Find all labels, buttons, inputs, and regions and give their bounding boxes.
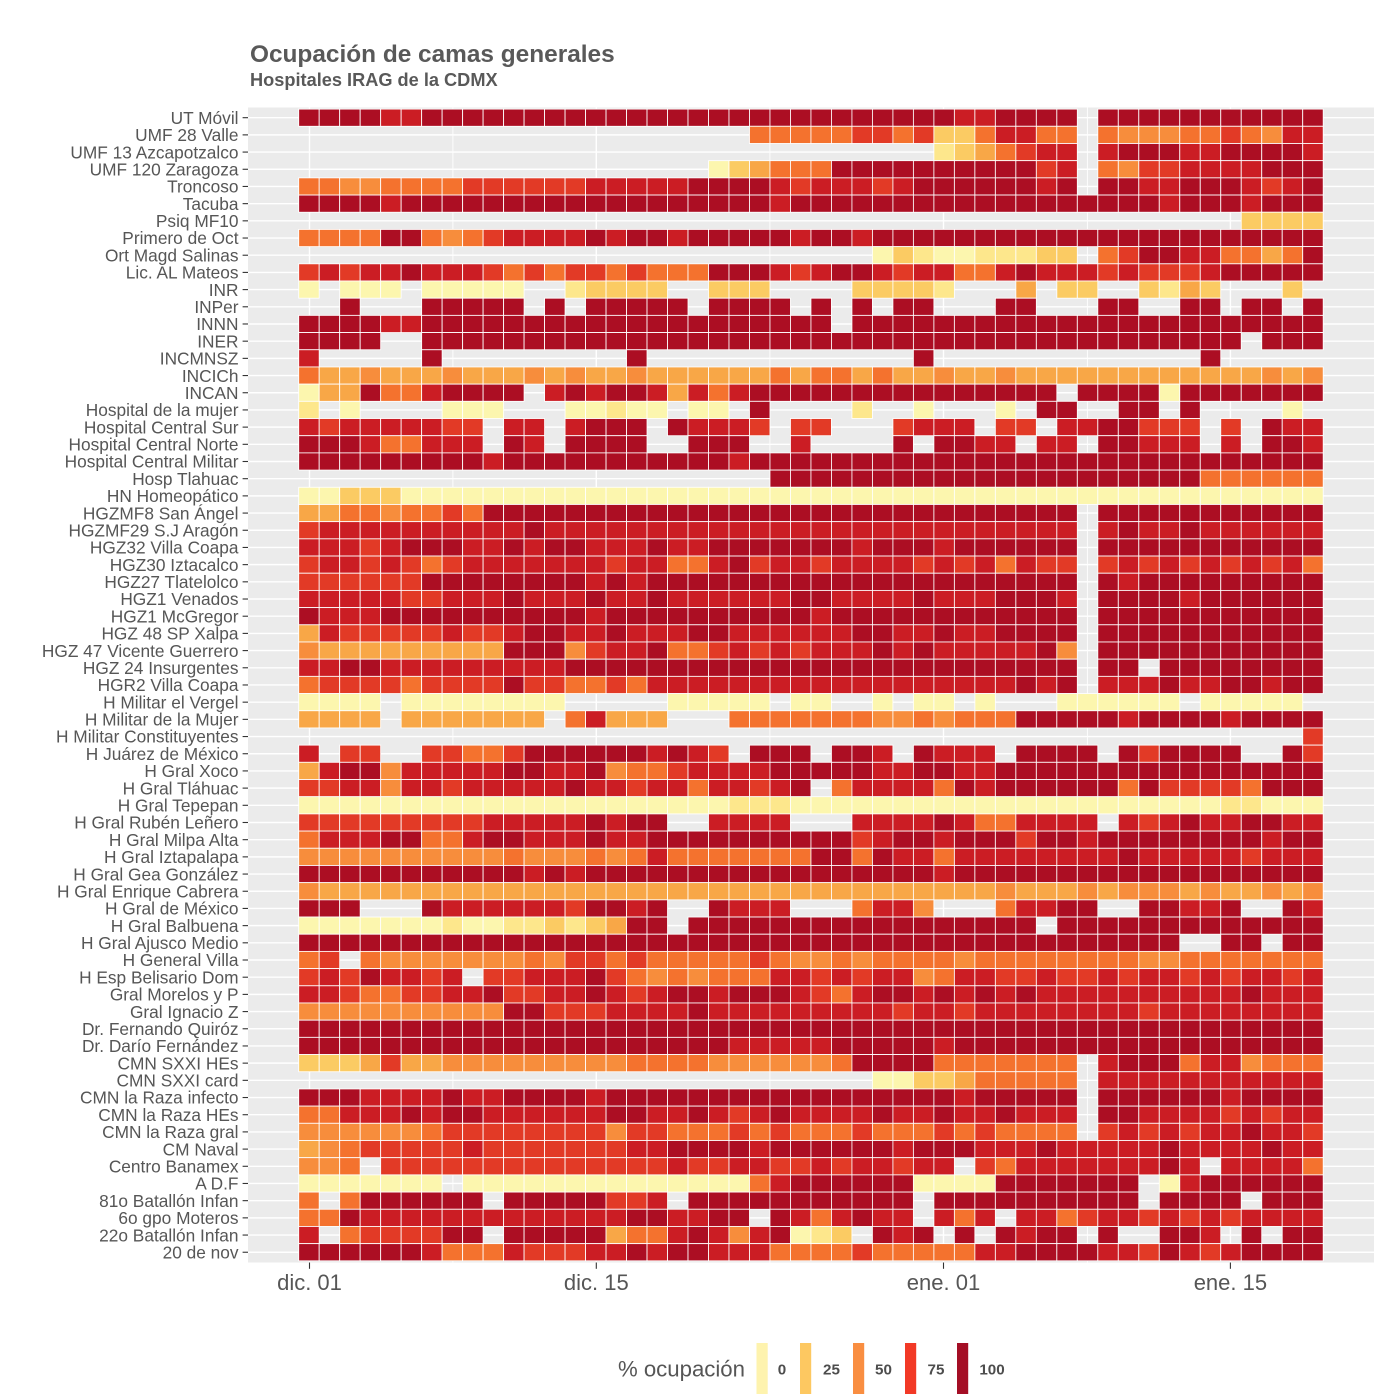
svg-text:Hospital de la mujer: Hospital de la mujer: [86, 400, 239, 420]
svg-text:ene. 01: ene. 01: [907, 1270, 980, 1295]
svg-text:H Gral Tepepan: H Gral Tepepan: [118, 796, 239, 816]
svg-text:HGZ 48 SP Xalpa: HGZ 48 SP Xalpa: [101, 624, 238, 644]
svg-text:INCMNSZ: INCMNSZ: [160, 349, 239, 369]
svg-text:H Gral Tláhuac: H Gral Tláhuac: [123, 778, 239, 798]
svg-text:CM Naval: CM Naval: [163, 1139, 239, 1159]
svg-text:H Gral de México: H Gral de México: [105, 899, 239, 919]
svg-text:CMN la Raza gral: CMN la Raza gral: [102, 1122, 238, 1142]
svg-text:H Militar de la Mujer: H Militar de la Mujer: [85, 710, 239, 730]
svg-text:Ocupación de camas generales: Ocupación de camas generales: [250, 41, 615, 68]
svg-text:HGZMF29 S.J Aragón: HGZMF29 S.J Aragón: [69, 520, 239, 540]
svg-text:UMF 120 Zaragoza: UMF 120 Zaragoza: [90, 159, 239, 179]
svg-text:HGZ 24 Insurgentes: HGZ 24 Insurgentes: [83, 658, 239, 678]
svg-text:Primero de Oct: Primero de Oct: [122, 228, 238, 248]
svg-text:HGZ30 Iztacalco: HGZ30 Iztacalco: [110, 555, 239, 575]
svg-text:H Esp Belisario Dom: H Esp Belisario Dom: [79, 967, 238, 987]
svg-text:H Gral Rubén Leñero: H Gral Rubén Leñero: [74, 813, 238, 833]
svg-text:HN Homeopático: HN Homeopático: [107, 486, 239, 506]
svg-text:INCAN: INCAN: [185, 383, 239, 403]
svg-text:H Juárez de México: H Juárez de México: [86, 744, 239, 764]
svg-text:Psiq MF10: Psiq MF10: [156, 211, 239, 231]
svg-text:UT Móvil: UT Móvil: [171, 108, 239, 128]
svg-text:CMN la Raza HEs: CMN la Raza HEs: [98, 1105, 239, 1125]
svg-text:0: 0: [778, 1362, 786, 1379]
svg-text:CMN la Raza infecto: CMN la Raza infecto: [80, 1088, 238, 1108]
svg-text:dic. 01: dic. 01: [277, 1270, 342, 1295]
svg-text:HGZ1 McGregor: HGZ1 McGregor: [111, 606, 239, 626]
svg-text:H Militar el Vergel: H Militar el Vergel: [103, 692, 238, 712]
svg-text:20 de nov: 20 de nov: [163, 1242, 239, 1262]
svg-text:6o gpo Moteros: 6o gpo Moteros: [118, 1208, 238, 1228]
svg-text:H Militar Constituyentes: H Militar Constituyentes: [56, 727, 239, 747]
svg-text:HGZ 47 Vicente Guerrero: HGZ 47 Vicente Guerrero: [42, 641, 239, 661]
svg-text:Lic. AL Mateos: Lic. AL Mateos: [126, 263, 239, 283]
svg-text:Hospital Central Sur: Hospital Central Sur: [84, 417, 239, 437]
svg-text:% ocupación: % ocupación: [618, 1357, 745, 1382]
svg-text:INPer: INPer: [194, 297, 238, 317]
svg-text:ene. 15: ene. 15: [1194, 1270, 1267, 1295]
svg-text:22o Batallón Infan: 22o Batallón Infan: [99, 1225, 238, 1245]
svg-text:dic. 15: dic. 15: [564, 1270, 629, 1295]
svg-text:HGR2 Villa Coapa: HGR2 Villa Coapa: [98, 675, 239, 695]
svg-text:UMF 13 Azcapotzalco: UMF 13 Azcapotzalco: [70, 142, 238, 162]
svg-text:Hospital Central Norte: Hospital Central Norte: [68, 435, 238, 455]
svg-text:H Gral Balbuena: H Gral Balbuena: [111, 916, 239, 936]
svg-text:INER: INER: [197, 331, 238, 351]
svg-text:Ort Magd Salinas: Ort Magd Salinas: [105, 245, 239, 265]
svg-text:A D.F: A D.F: [195, 1174, 238, 1194]
svg-text:H Gral Enrique Cabrera: H Gral Enrique Cabrera: [57, 881, 239, 901]
svg-text:HGZMF8 San Ángel: HGZMF8 San Ángel: [83, 503, 239, 523]
svg-text:H Gral Iztapalapa: H Gral Iztapalapa: [104, 847, 239, 867]
svg-text:CMN SXXI card: CMN SXXI card: [117, 1071, 239, 1091]
svg-text:Tacuba: Tacuba: [183, 194, 239, 214]
svg-text:INNN: INNN: [196, 314, 238, 334]
svg-text:Hosp Tlahuac: Hosp Tlahuac: [132, 469, 239, 489]
svg-text:H Gral Xoco: H Gral Xoco: [144, 761, 238, 781]
svg-text:Troncoso: Troncoso: [167, 177, 238, 197]
svg-text:Hospitales IRAG de la CDMX: Hospitales IRAG de la CDMX: [250, 70, 498, 90]
svg-text:HGZ32 Villa Coapa: HGZ32 Villa Coapa: [90, 538, 239, 558]
svg-text:Centro Banamex: Centro Banamex: [109, 1156, 239, 1176]
svg-text:50: 50: [875, 1362, 892, 1379]
svg-text:CMN SXXI HEs: CMN SXXI HEs: [118, 1053, 239, 1073]
svg-text:81o Batallón Infan: 81o Batallón Infan: [99, 1191, 238, 1211]
svg-text:Dr. Fernando Quiróz: Dr. Fernando Quiróz: [82, 1019, 239, 1039]
svg-text:100: 100: [979, 1362, 1004, 1379]
svg-text:HGZ27 Tlatelolco: HGZ27 Tlatelolco: [104, 572, 238, 592]
svg-text:H General Villa: H General Villa: [123, 950, 239, 970]
svg-text:Dr. Darío Fernández: Dr. Darío Fernández: [82, 1036, 239, 1056]
svg-text:INR: INR: [209, 280, 239, 300]
svg-text:HGZ1 Venados: HGZ1 Venados: [120, 589, 239, 609]
svg-text:25: 25: [823, 1362, 840, 1379]
svg-text:Gral Morelos y P: Gral Morelos y P: [110, 985, 239, 1005]
svg-text:H Gral Milpa Alta: H Gral Milpa Alta: [109, 830, 239, 850]
svg-text:Gral Ignacio Z: Gral Ignacio Z: [130, 1002, 239, 1022]
svg-text:H Gral Gea González: H Gral Gea González: [73, 864, 238, 884]
svg-text:H Gral Ajusco Medio: H Gral Ajusco Medio: [81, 933, 239, 953]
svg-text:INCICh: INCICh: [182, 366, 239, 386]
svg-text:Hospital Central Militar: Hospital Central Militar: [65, 452, 239, 472]
svg-text:75: 75: [928, 1362, 945, 1379]
svg-text:UMF 28 Valle: UMF 28 Valle: [135, 125, 238, 145]
